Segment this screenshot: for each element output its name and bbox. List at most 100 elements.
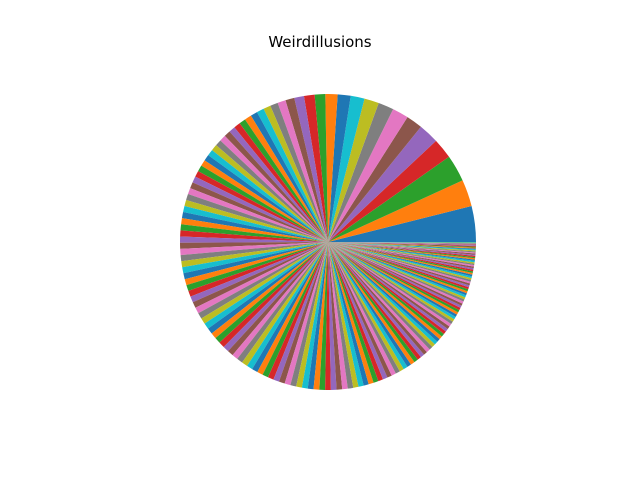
pie-slice <box>328 242 474 273</box>
pie-slice <box>270 102 328 243</box>
pie-slice <box>328 242 473 277</box>
pie-slice <box>328 242 476 258</box>
pie-slice <box>201 160 328 242</box>
pie-slice <box>328 242 476 256</box>
pie-slice <box>328 206 476 242</box>
pie-slice <box>328 180 472 242</box>
pie-slice <box>277 100 328 243</box>
pie-slice <box>303 94 328 243</box>
pie-slice <box>204 155 328 242</box>
pie-slice <box>328 102 394 243</box>
pie-slice <box>180 224 328 242</box>
pie-slice <box>215 242 328 343</box>
pie-slice <box>328 242 476 251</box>
pie-slice <box>290 242 328 387</box>
pie-slice <box>328 242 475 266</box>
pie-slice <box>244 115 328 242</box>
pie-slice <box>328 242 461 311</box>
pie-slice <box>182 242 328 274</box>
pie-slice <box>328 242 427 355</box>
pie-slice <box>328 242 415 365</box>
pie-slice <box>319 242 328 390</box>
pie-slice <box>184 200 328 242</box>
pie-slice <box>328 242 457 317</box>
pie-slice <box>180 242 328 249</box>
pie-slice <box>229 127 328 242</box>
pie-slice <box>234 123 328 242</box>
pie-slice <box>328 95 365 242</box>
pie-slice <box>204 242 328 329</box>
pie-slice <box>232 242 328 359</box>
pie-slice <box>325 242 331 390</box>
pie-slice <box>328 242 446 334</box>
pie-slice <box>328 242 476 252</box>
pie-slice <box>184 242 328 286</box>
pie-slice <box>195 242 328 314</box>
pie-slice <box>328 242 471 286</box>
pie-slice <box>188 242 328 297</box>
pie-slice <box>328 242 476 246</box>
pie-slice <box>216 140 328 242</box>
pie-slice <box>328 242 476 246</box>
pie-slice <box>190 182 328 242</box>
pie-slice <box>328 242 476 255</box>
pie-slice <box>328 242 475 264</box>
pie-slice <box>328 242 476 260</box>
pie-slice <box>328 242 476 250</box>
pie-slice <box>301 242 328 389</box>
pie-slice <box>328 242 462 308</box>
pie-slice <box>190 242 328 303</box>
pie-slice <box>328 242 472 282</box>
pie-slice <box>313 242 328 390</box>
pie-slice <box>250 112 328 243</box>
pie-slice <box>328 242 444 337</box>
pie-slice <box>328 242 404 372</box>
pie-slice <box>328 242 474 269</box>
pie-slice <box>328 242 453 324</box>
pie-slice <box>328 242 475 267</box>
pie-slice <box>208 150 328 242</box>
pie-slice <box>328 109 408 243</box>
pie-slice <box>328 242 456 320</box>
pie-slice <box>181 218 328 242</box>
pie-slice <box>328 242 392 378</box>
pie-slice <box>328 242 379 383</box>
pie-slice <box>328 242 359 388</box>
pie-slice <box>328 242 425 358</box>
pie-slice <box>247 242 328 370</box>
pie-slice <box>328 242 466 300</box>
pie-slice <box>328 94 351 243</box>
pie-slice <box>181 242 328 268</box>
pie-slice <box>328 242 364 387</box>
pie-slice <box>328 242 348 390</box>
pie-slice <box>328 242 435 347</box>
pie-slice <box>328 242 396 376</box>
pie-slice <box>328 242 374 385</box>
pie-slice <box>220 135 328 242</box>
pie-slice <box>328 242 421 360</box>
pie-slice <box>328 242 467 298</box>
pie-slice <box>307 242 328 390</box>
pie-slice <box>181 212 328 242</box>
pie-slice <box>328 156 463 242</box>
pie-slice <box>279 242 328 384</box>
pie-slice <box>328 242 476 244</box>
pie-slice <box>328 242 474 270</box>
pie-slice <box>195 171 328 242</box>
pie-slice <box>328 242 469 292</box>
pie-slice <box>296 242 328 388</box>
pie-slice <box>186 242 328 291</box>
pie-slice <box>267 242 328 380</box>
pie-slice <box>328 242 477 243</box>
pie-slice <box>224 131 328 242</box>
pie-slice <box>257 242 328 375</box>
pie-slice <box>263 105 328 242</box>
pie-slice <box>239 119 328 242</box>
pie-slice <box>328 242 476 259</box>
pie-slice <box>328 98 379 242</box>
pie-slice <box>328 242 476 245</box>
pie-slice <box>328 140 450 242</box>
pie-slice <box>328 242 433 350</box>
pie-slice <box>208 242 328 334</box>
